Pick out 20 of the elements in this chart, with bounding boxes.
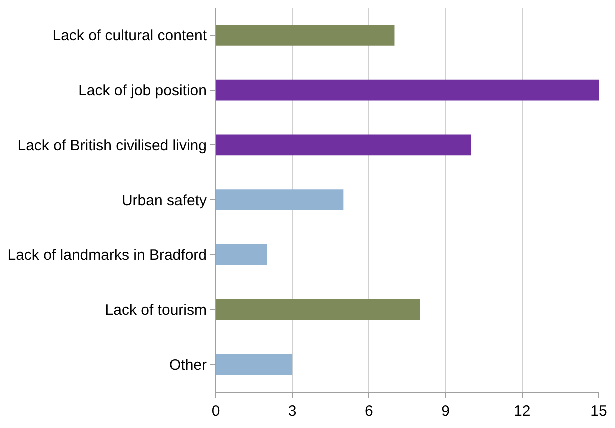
bar bbox=[216, 80, 599, 101]
bar bbox=[216, 244, 268, 266]
y-tick-label: Urban safety bbox=[122, 192, 208, 210]
x-tick-label: 12 bbox=[514, 403, 531, 420]
x-tick-label: 15 bbox=[590, 403, 608, 420]
y-tick-label: Lack of tourism bbox=[105, 302, 207, 319]
bar bbox=[216, 134, 472, 156]
y-tick-label: Lack of British civilised living bbox=[18, 137, 207, 154]
y-tick-label: Lack of landmarks in Bradford bbox=[8, 247, 207, 264]
y-tick-label: Lack of cultural content bbox=[52, 28, 208, 45]
bar bbox=[216, 354, 293, 375]
y-tick-label: Lack of job position bbox=[78, 82, 207, 100]
y-tick-label: Other bbox=[169, 356, 208, 374]
x-tick-label: 6 bbox=[365, 403, 374, 420]
x-tick-label: 3 bbox=[288, 403, 297, 420]
bar bbox=[216, 25, 395, 46]
bar bbox=[216, 299, 420, 320]
x-tick-label: 9 bbox=[442, 403, 450, 420]
bar bbox=[216, 190, 344, 210]
x-tick-label: 0 bbox=[212, 403, 220, 420]
